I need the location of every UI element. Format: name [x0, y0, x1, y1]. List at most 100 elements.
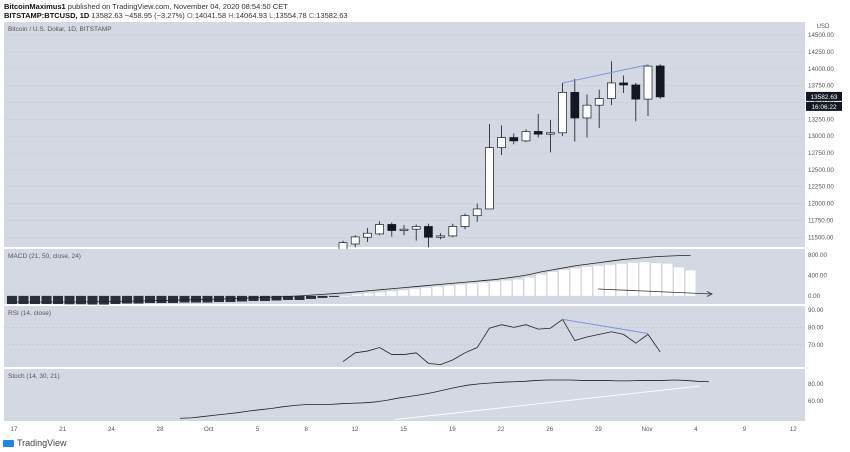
rsi-axis[interactable]: 70.00 80.00 90.00 [808, 307, 824, 349]
macd-histogram-bar [41, 295, 52, 305]
macd-histogram-bar [340, 295, 351, 297]
tradingview-logo-text: TradingView [17, 438, 67, 448]
macd-histogram-bar [490, 281, 500, 296]
candle-body [509, 137, 519, 142]
macd-histogram-bar [547, 271, 558, 296]
rsi-tick-label: 70.00 [808, 342, 824, 349]
macd-histogram-bar [306, 295, 316, 299]
price-tick-label: 12750.00 [808, 150, 834, 157]
stoch-panel [4, 369, 805, 421]
stoch-title: Stoch (14, 30, 21) [8, 373, 60, 380]
candlesticks [338, 61, 665, 259]
time-tick-label: 15 [400, 426, 407, 433]
macd-histogram-bar [478, 282, 489, 296]
time-tick-label: 8 [304, 426, 308, 433]
candle-body [338, 242, 348, 251]
rsi-title: RSI (14, close) [8, 310, 51, 317]
stoch-axis[interactable]: 60.00 80.00 [808, 381, 824, 405]
macd-histogram-bar [375, 292, 385, 296]
price-tick-label: 13250.00 [808, 116, 834, 123]
macd-histogram-bar [317, 295, 328, 298]
price-tick-label: 11500.00 [808, 234, 834, 241]
price-tick-label: 11750.00 [808, 217, 834, 224]
close-value: 13582.63 [316, 11, 348, 20]
macd-histogram-bar [628, 262, 638, 296]
price-tick-label: 13000.00 [808, 133, 834, 140]
publish-info: BitcoinMaximus1 published on TradingView… [4, 2, 288, 11]
candle-body [631, 84, 641, 100]
macd-histogram-bar [662, 263, 673, 296]
low-label: L: [269, 11, 276, 20]
macd-histogram-bar [386, 291, 397, 296]
rsi-trendline [562, 318, 649, 334]
chart-canvas[interactable]: Bitcoin / U.S. Dollar, 1D, BITSTAMP USD … [0, 22, 850, 438]
macd-histogram-bar [156, 295, 167, 304]
macd-histogram-bar [467, 283, 477, 296]
macd-histogram-bar [7, 295, 17, 305]
macd-trend-arrow [597, 288, 713, 295]
candle-body [546, 132, 555, 135]
macd-histogram-bar [145, 295, 155, 304]
candle-body [363, 232, 372, 238]
price-trendline [562, 64, 649, 84]
candle-body [472, 208, 482, 217]
price-tick-label: 12250.00 [808, 184, 834, 191]
candle-body [497, 137, 506, 148]
macd-histogram-bar [455, 284, 466, 296]
macd-histogram-bar [110, 295, 121, 305]
macd-tick-label: 400.00 [808, 272, 827, 279]
macd-histogram-bar [133, 295, 144, 304]
time-tick-label: 19 [449, 426, 456, 433]
time-tick-label: 5 [256, 426, 260, 433]
macd-histogram-bar [421, 287, 431, 296]
price-tick-label: 14250.00 [808, 49, 834, 56]
macd-histogram-bar [559, 269, 569, 296]
macd-tick-label: 0.00 [808, 293, 821, 300]
symbol-label: BITSTAMP:BTCUSD, 1D [4, 11, 90, 20]
time-tick-label: 4 [694, 426, 698, 433]
macd-histogram-bar [685, 270, 696, 296]
macd-histogram-bar [18, 295, 29, 305]
time-tick-label: 26 [546, 426, 553, 433]
price-tick-label: 14000.00 [808, 66, 834, 73]
high-value: 14064.93 [235, 11, 268, 20]
macd-histogram-bar [651, 263, 661, 296]
rsi-line [342, 318, 661, 366]
candle-body [594, 98, 604, 106]
candle-body [607, 82, 616, 99]
stoch-tick-label: 80.00 [808, 381, 824, 388]
close-label: C: [308, 11, 317, 20]
macd-histogram [7, 262, 696, 305]
tradingview-logo[interactable]: TradingView [3, 438, 67, 448]
time-tick-label: 17 [11, 426, 18, 433]
macd-histogram-bar [64, 295, 75, 305]
time-tick-label: 28 [157, 426, 164, 433]
macd-histogram-bar [444, 285, 454, 296]
macd-histogram-bar [191, 295, 201, 303]
candle-body [655, 65, 665, 98]
macd-histogram-bar [432, 286, 443, 296]
candle-body [448, 226, 458, 237]
macd-histogram-bar [76, 295, 86, 305]
macd-histogram-bar [53, 295, 63, 305]
rsi-panel [4, 306, 805, 367]
candle-body [460, 215, 470, 227]
macd-histogram-bar [513, 279, 523, 296]
macd-histogram-bar [248, 295, 259, 301]
currency-label: USD [817, 24, 830, 30]
time-axis[interactable]: 17 21 24 28 Oct 5 8 12 15 19 22 26 29 Nov 4 9 12 [11, 426, 798, 433]
countdown-box [806, 101, 842, 111]
macd-histogram-bar [179, 295, 190, 303]
macd-histogram-bar [593, 265, 604, 296]
macd-axis[interactable]: 0.00 400.00 800.00 [808, 252, 827, 300]
stoch-tick-label: 60.00 [808, 398, 824, 405]
macd-arrowhead [706, 291, 713, 297]
macd-histogram-bar [87, 295, 98, 305]
price-tick-label: 13750.00 [808, 83, 834, 90]
price-axis[interactable]: 11500.00 11750.00 12000.00 12250.00 12500.00… [808, 32, 834, 241]
macd-histogram-bar [352, 294, 362, 296]
time-tick-label: 22 [498, 426, 505, 433]
candle-body [350, 236, 360, 245]
author-name[interactable]: BitcoinMaximus1 [4, 2, 66, 11]
macd-histogram-bar [271, 295, 282, 301]
